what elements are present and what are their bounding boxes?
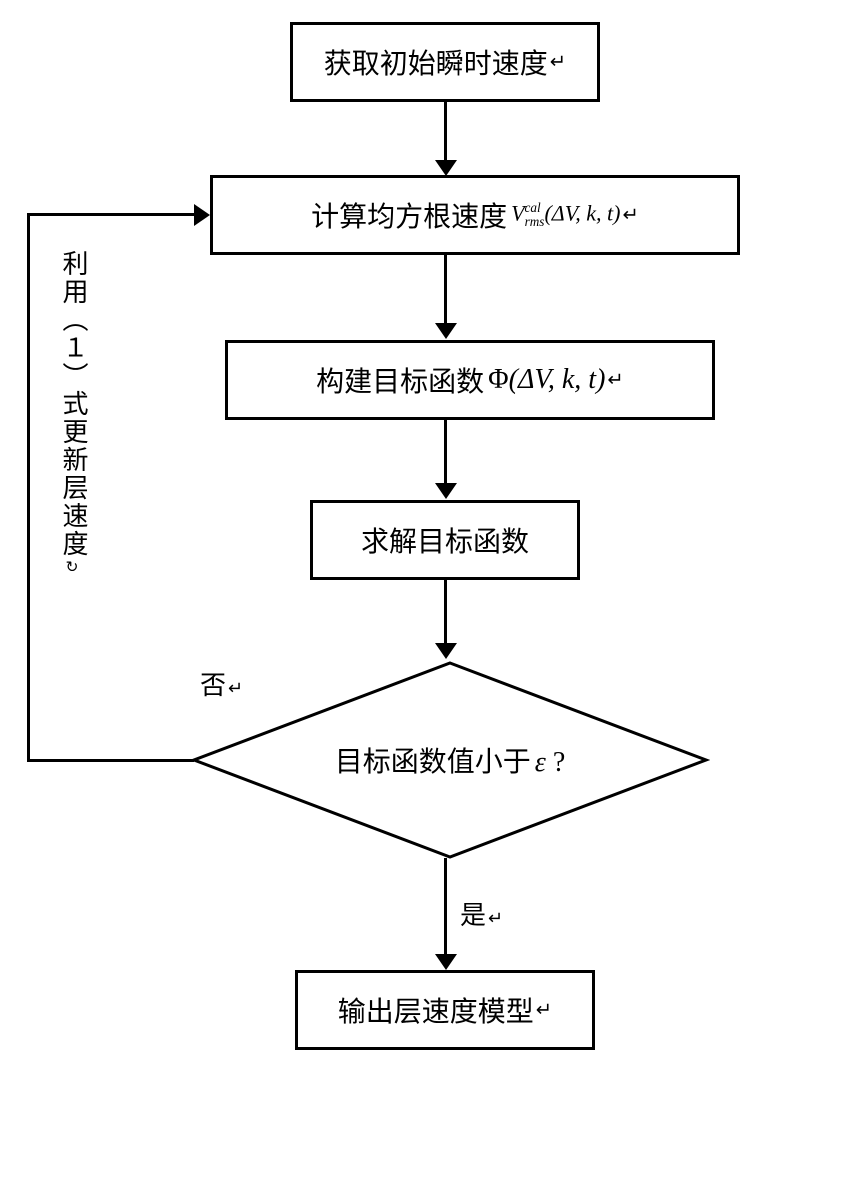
arrow-head-loop — [194, 204, 210, 226]
arrow-1-2 — [444, 102, 447, 162]
return-mark: ↵ — [536, 998, 552, 1022]
decision-suffix: ? — [546, 747, 565, 778]
node-text-prefix: 计算均方根速度 — [311, 195, 507, 235]
node-text-prefix: 构建目标函数 — [316, 360, 484, 400]
arrow-head-4-5 — [435, 643, 457, 659]
node-initial-velocity: 获取初始瞬时速度↵ — [290, 22, 600, 102]
node-decision: 目标函数值小于ε ? — [190, 660, 710, 860]
flowchart-container: 获取初始瞬时速度↵ 计算均方根速度 Vcalrms(ΔV, k, t) ↵ 构建… — [0, 0, 842, 1202]
arrow-head-3-4 — [435, 483, 457, 499]
node-objective-function: 构建目标函数 Φ(ΔV, k, t) ↵ — [225, 340, 715, 420]
arrow-head-1-2 — [435, 160, 457, 176]
loop-line-h1 — [27, 759, 194, 762]
epsilon: ε — [535, 747, 546, 778]
return-mark: ↵ — [607, 368, 623, 392]
formula-vrms: Vcalrms(ΔV, k, t) — [511, 200, 620, 230]
return-mark: ↵ — [488, 908, 503, 928]
return-mark: ↵ — [623, 203, 639, 227]
loop-line-v — [27, 213, 30, 762]
arrow-2-3 — [444, 255, 447, 325]
arrow-4-5 — [444, 580, 447, 645]
arrow-head-5-6 — [435, 954, 457, 970]
node-text: 输出层速度模型 — [338, 990, 534, 1030]
decision-prefix: 目标函数值小于 — [335, 747, 531, 778]
loop-label-vertical: 利用（１）式更新层速度↻ — [55, 250, 92, 577]
node-text: 获取初始瞬时速度 — [324, 42, 548, 82]
loop-line-h2 — [27, 213, 197, 216]
node-solve-function: 求解目标函数 — [310, 500, 580, 580]
diamond-text: 目标函数值小于ε ? — [190, 660, 710, 860]
label-yes: 是↵ — [460, 895, 503, 932]
arrow-3-4 — [444, 420, 447, 485]
node-text: 求解目标函数 — [361, 520, 529, 560]
formula-phi: Φ(ΔV, k, t) — [488, 364, 605, 396]
arrow-head-2-3 — [435, 323, 457, 339]
return-mark: ↵ — [550, 50, 566, 74]
arrow-5-6 — [444, 858, 447, 956]
node-output-model: 输出层速度模型↵ — [295, 970, 595, 1050]
node-rms-velocity: 计算均方根速度 Vcalrms(ΔV, k, t) ↵ — [210, 175, 740, 255]
return-mark: ↵ — [228, 678, 243, 698]
label-no: 否↵ — [200, 665, 243, 702]
